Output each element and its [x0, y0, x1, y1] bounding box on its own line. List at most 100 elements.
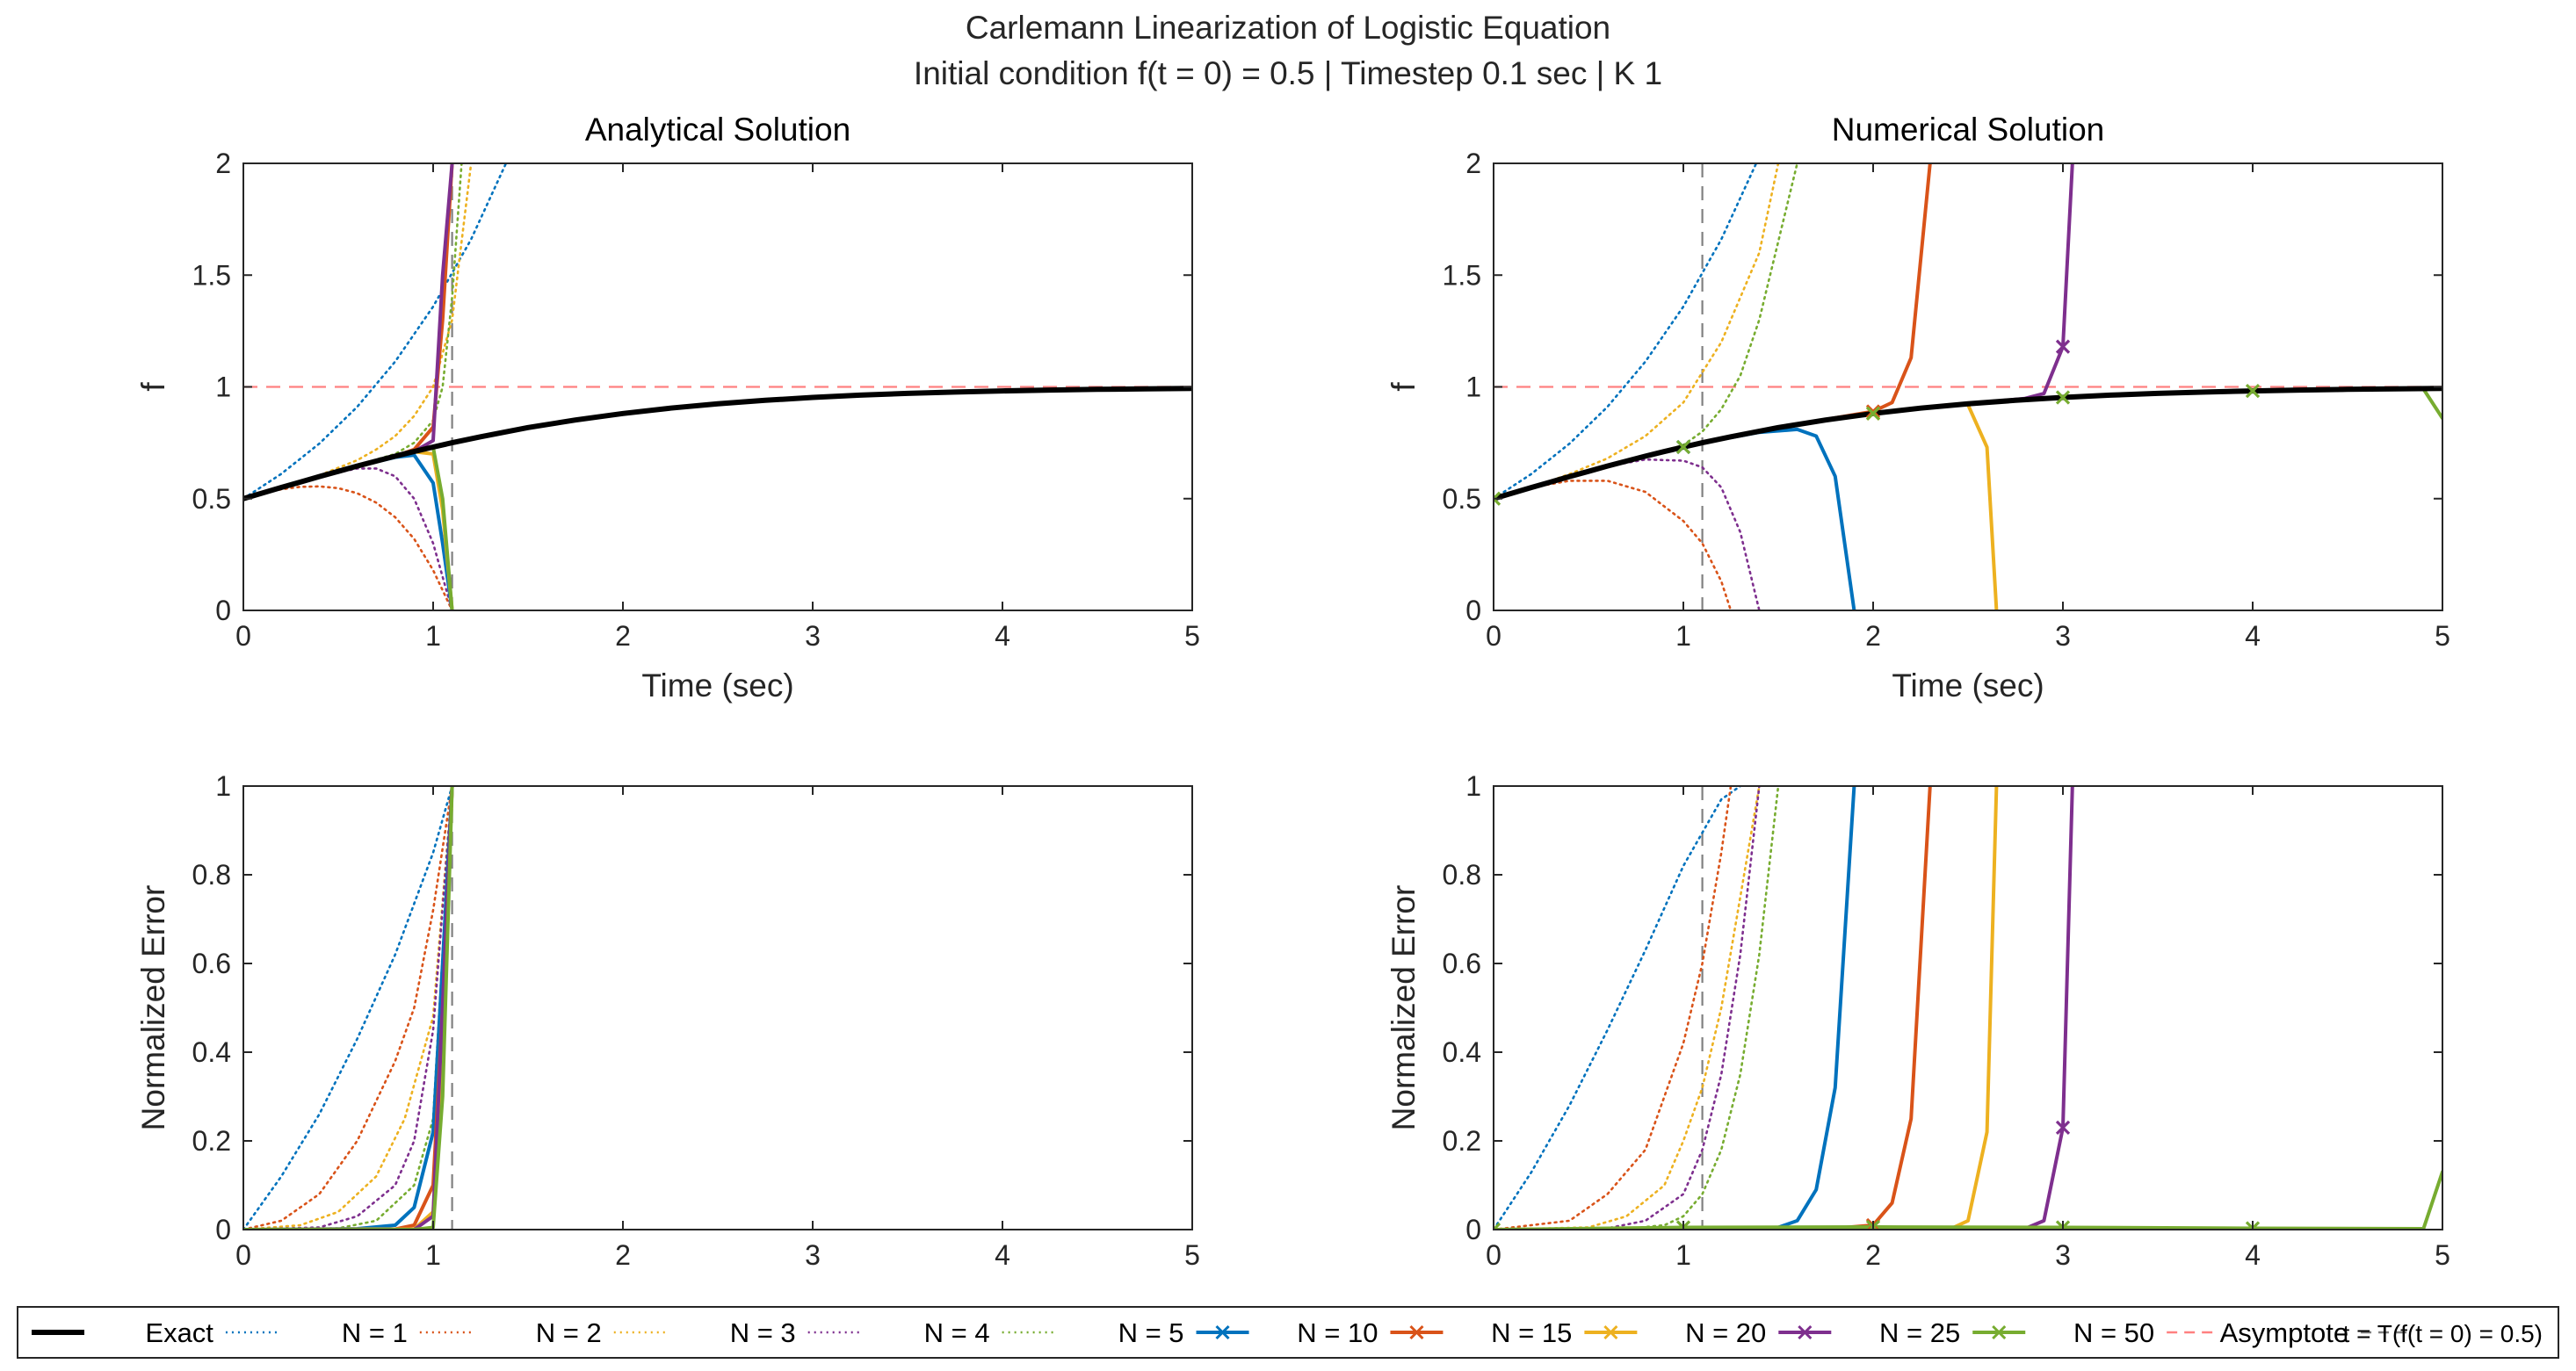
x-tick-label: 4	[2245, 620, 2261, 652]
x-tick-label: 1	[1675, 620, 1691, 652]
x-tick-label: 1	[425, 620, 441, 652]
y-tick-label: 1	[1465, 372, 1481, 403]
subplots: 0 1 2 3 4 5 0 0.5 1 1.5 2 Analytical Solution Time (…	[135, 112, 2450, 1271]
figure-subtitle: Initial condition f(t = 0) = 0.5 | Times…	[914, 55, 1662, 91]
series-exact	[1494, 386, 2442, 501]
legend-box	[17, 1306, 2559, 1359]
marker-n-25	[2055, 1120, 2071, 1135]
legend-label: N = 50	[2073, 1317, 2154, 1348]
series-n-4	[243, 467, 453, 610]
x-axis-label: Time (sec)	[1892, 667, 2044, 704]
plot-lines	[243, 163, 1192, 610]
legend-item-n-15: N = 15	[1390, 1317, 1572, 1348]
subplot-title: Analytical Solution	[585, 112, 850, 148]
x-tick-label: 5	[1184, 1239, 1200, 1271]
x-tick-label: 0	[235, 620, 251, 652]
legend-label: N = 25	[1879, 1317, 1960, 1348]
y-tick-label: 1	[215, 770, 231, 802]
x-tick-label: 4	[2245, 1239, 2261, 1271]
y-tick-label: 0	[1465, 1214, 1481, 1245]
x-tick-label: 0	[1486, 1239, 1501, 1271]
x-tick-label: 4	[995, 1239, 1010, 1271]
figure-title: Carlemann Linearization of Logistic Equa…	[966, 10, 1610, 46]
y-tick-label: 0.5	[1443, 483, 1481, 515]
legend-marker	[1215, 1324, 1230, 1340]
y-axis-label: Normalized Error	[135, 885, 171, 1131]
legend-item-n-5: N = 5	[1002, 1317, 1184, 1348]
plot-area	[1494, 786, 2442, 1230]
subplot-numerical-f: 0 1 2 3 4 5 0 0.5 1 1.5 2 Numerical Solution Time (s…	[1386, 112, 2450, 704]
legend-label: t = T(f(t = 0) = 0.5)	[2343, 1320, 2543, 1347]
legend-item-n-4: N = 4	[807, 1317, 990, 1348]
marker-n-15	[1865, 404, 1881, 419]
axes-box	[242, 785, 1193, 1230]
x-tick-label: 0	[235, 1239, 251, 1271]
series-n-10	[1494, 786, 1856, 1230]
subplot-analytical-error: 0 1 2 3 4 5 0 0.2 0.4 0.6 0.8 1 Normalized Error	[135, 770, 1200, 1271]
y-tick-label: 0.4	[192, 1036, 231, 1068]
x-tick-label: 1	[425, 1239, 441, 1271]
marker-n-25	[2055, 339, 2071, 354]
y-axis-label: f	[1386, 382, 1422, 392]
series-n-5	[1494, 163, 1798, 501]
series-n-4	[1494, 786, 1761, 1230]
x-tick-label: 1	[1675, 1239, 1691, 1271]
series-n-3	[1494, 786, 1761, 1230]
legend-label: N = 10	[1297, 1317, 1378, 1348]
subplot-title: Numerical Solution	[1832, 112, 2105, 148]
x-tick-label: 5	[2435, 1239, 2450, 1271]
marker-n-50	[1675, 439, 1691, 455]
y-axis-label: f	[135, 382, 171, 392]
y-tick-label: 2	[1465, 148, 1481, 179]
y-tick-label: 0.2	[192, 1125, 231, 1157]
series-n-3	[243, 163, 473, 501]
x-tick-label: 2	[1865, 620, 1881, 652]
x-tick-label: 0	[1486, 620, 1501, 652]
legend-marker	[1603, 1324, 1618, 1340]
y-tick-label: 0	[215, 595, 231, 626]
axes-box	[1493, 785, 2443, 1230]
plot-lines	[1494, 163, 2442, 610]
legend-label: N = 4	[924, 1317, 990, 1348]
legend-marker	[1798, 1324, 1813, 1340]
y-tick-label: 1.5	[192, 259, 231, 291]
y-tick-label: 0.6	[192, 948, 231, 979]
marker-n-50	[1494, 1222, 1501, 1230]
y-tick-label: 1	[215, 372, 231, 403]
legend-marker	[1409, 1324, 1424, 1340]
legend-label: N = 1	[342, 1317, 408, 1348]
legend-item-t-t-f-t-0-0-5-: t = T(f(t = 0) = 0.5)	[2343, 1320, 2543, 1347]
legend-item-n-1: N = 1	[225, 1317, 408, 1348]
y-tick-label: 0	[215, 1214, 231, 1245]
series-n-1	[1494, 786, 1742, 1230]
marker-n-50	[1494, 491, 1501, 506]
y-tick-label: 1.5	[1443, 259, 1481, 291]
legend-item-n-2: N = 2	[419, 1317, 602, 1348]
x-tick-label: 5	[2435, 620, 2450, 652]
x-tick-label: 3	[2055, 1239, 2071, 1271]
plot-area	[243, 786, 1192, 1230]
legend-item-asymptote: Asymptote	[2167, 1317, 2348, 1348]
legend-marker	[1992, 1324, 2007, 1340]
legend-item-n-10: N = 10	[1196, 1317, 1378, 1348]
legend-item-n-25: N = 25	[1778, 1317, 1960, 1348]
y-tick-label: 0.8	[192, 859, 231, 891]
subplot-numerical-error: 0 1 2 3 4 5 0 0.2 0.4 0.6 0.8 1 Normalized Error	[1386, 770, 2450, 1271]
y-tick-label: 1	[1465, 770, 1481, 802]
y-tick-label: 0.2	[1443, 1125, 1481, 1157]
x-axis-label: Time (sec)	[641, 667, 793, 704]
y-tick-label: 0.4	[1443, 1036, 1481, 1068]
legend-item-exact: Exact	[32, 1317, 213, 1348]
legend-label: N = 5	[1118, 1317, 1184, 1348]
legend-label: Asymptote	[2220, 1317, 2348, 1348]
y-tick-label: 0.5	[192, 483, 231, 515]
x-tick-label: 5	[1184, 620, 1200, 652]
x-tick-label: 2	[615, 620, 631, 652]
legend-item-n-50: N = 50	[1972, 1317, 2154, 1348]
legend-label: Exact	[145, 1317, 213, 1348]
series-n-5	[243, 163, 463, 501]
x-tick-label: 3	[2055, 620, 2071, 652]
legend-item-n-3: N = 3	[613, 1317, 796, 1348]
legend: Exact N = 1 N = 2 N = 3 N = 4 N = 5 N = 10 N = …	[17, 1306, 2559, 1359]
